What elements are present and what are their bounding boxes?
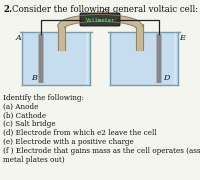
FancyBboxPatch shape [80,13,120,26]
Bar [22,32,90,85]
Text: Consider the following general voltaic cell:: Consider the following general voltaic c… [12,5,198,14]
Text: Identify the following:: Identify the following: [3,94,84,102]
Text: (f ) Electrode that gains mass as the cell operates (assuming that a: (f ) Electrode that gains mass as the ce… [3,147,200,155]
Text: C: C [102,8,108,16]
Text: B: B [31,74,37,82]
Text: Voltmeter: Voltmeter [85,17,115,22]
Text: metal plates out): metal plates out) [3,156,65,164]
Polygon shape [58,15,142,28]
Text: (b) Cathode: (b) Cathode [3,112,46,120]
Text: (d) Electrode from which e2 leave the cell: (d) Electrode from which e2 leave the ce… [3,129,157,137]
Text: (e) Electrode with a positive charge: (e) Electrode with a positive charge [3,138,134,146]
Text: E: E [179,34,185,42]
Text: 2.: 2. [3,5,12,14]
Text: (c) Salt bridge: (c) Salt bridge [3,120,56,128]
Text: (a) Anode: (a) Anode [3,103,38,111]
Text: D: D [163,74,169,82]
Bar [110,32,178,85]
Text: A: A [15,34,21,42]
